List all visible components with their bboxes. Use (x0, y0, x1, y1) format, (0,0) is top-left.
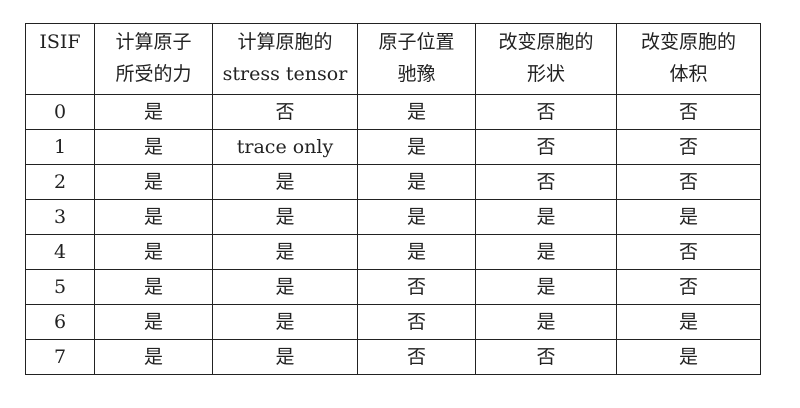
isif-value-cell: 7 (25, 339, 95, 375)
isif-value-cell: 1 (25, 129, 95, 165)
column-header-line: 所受的力 (115, 63, 192, 85)
table-cell: 是 (357, 94, 476, 130)
table-cell: 是 (616, 304, 761, 340)
column-header: 改变原胞的 体积 (616, 23, 761, 95)
column-header: 计算原胞的 stress tensor (212, 23, 358, 95)
table-row: 1 是 trace only 是否否 (25, 129, 761, 165)
isif-value-cell: 2 (25, 164, 95, 200)
table-cell: 是 (94, 304, 213, 340)
column-header: ISIF (25, 23, 95, 95)
table-cell: 是 (475, 269, 617, 305)
table-cell: 否 (616, 164, 761, 200)
column-header-line: 形状 (526, 63, 565, 85)
table-cell: 否 (475, 164, 617, 200)
isif-value-cell: 4 (25, 234, 95, 270)
column-header: 原子位置 驰豫 (357, 23, 476, 95)
table-cell: 否 (616, 269, 761, 305)
table-cell: 是 (94, 94, 213, 130)
column-header: 计算原子 所受的力 (94, 23, 213, 95)
isif-table: ISIF 计算原子 所受的力 计算原胞的 stress tensor 原子位置 驰豫 改变原胞… (25, 23, 761, 375)
table-cell: 是 (212, 164, 358, 200)
table-cell: 否 (616, 234, 761, 270)
table-cell: 是 (475, 234, 617, 270)
table-cell: 否 (475, 129, 617, 165)
table-body: 0 是否是否否 1 是 trace only 是否否 2 是是是否否 3 是是是是是 4 是是是是否 5… (25, 94, 761, 375)
table-cell: 是 (475, 199, 617, 235)
column-header-line: ISIF (39, 31, 81, 53)
table-cell: 否 (357, 304, 476, 340)
column-header-line: 计算原胞的 (237, 31, 333, 53)
table-cell: 否 (475, 94, 617, 130)
table-cell: 否 (616, 129, 761, 165)
table-cell: 否 (212, 94, 358, 130)
table-cell: 是 (212, 269, 358, 305)
column-header-line: 改变原胞的 (640, 31, 736, 53)
table-cell: 是 (94, 234, 213, 270)
table-cell: 是 (212, 339, 358, 375)
table-cell: 是 (94, 164, 213, 200)
table-cell: 是 (212, 304, 358, 340)
column-header-line: 原子位置 (378, 31, 455, 53)
column-header-line: 驰豫 (397, 63, 436, 85)
column-header: 改变原胞的 形状 (475, 23, 617, 95)
table-cell: 是 (616, 199, 761, 235)
table-cell: 是 (357, 164, 476, 200)
isif-value-cell: 5 (25, 269, 95, 305)
column-header-line: stress tensor (222, 63, 348, 85)
table-cell: 否 (357, 339, 476, 375)
column-header-line: 计算原子 (115, 31, 192, 53)
column-header-line: 改变原胞的 (498, 31, 594, 53)
table-cell: 是 (94, 339, 213, 375)
column-header-line: 体积 (669, 63, 708, 85)
table-cell: 是 (212, 199, 358, 235)
table-cell: trace only (212, 129, 358, 165)
header-row: ISIF 计算原子 所受的力 计算原胞的 stress tensor 原子位置 驰豫 改变原胞… (25, 23, 761, 95)
table-cell: 否 (475, 339, 617, 375)
table-cell: 是 (616, 339, 761, 375)
isif-value-cell: 6 (25, 304, 95, 340)
table-cell: 是 (357, 129, 476, 165)
table-cell: 是 (94, 199, 213, 235)
table-cell: 否 (616, 94, 761, 130)
table-cell: 是 (94, 269, 213, 305)
isif-value-cell: 0 (25, 94, 95, 130)
table-cell: 是 (357, 234, 476, 270)
isif-value-cell: 3 (25, 199, 95, 235)
table-cell: 否 (357, 269, 476, 305)
table-cell: 是 (212, 234, 358, 270)
table-cell: 是 (475, 304, 617, 340)
table-cell: 是 (94, 129, 213, 165)
table-cell: 是 (357, 199, 476, 235)
